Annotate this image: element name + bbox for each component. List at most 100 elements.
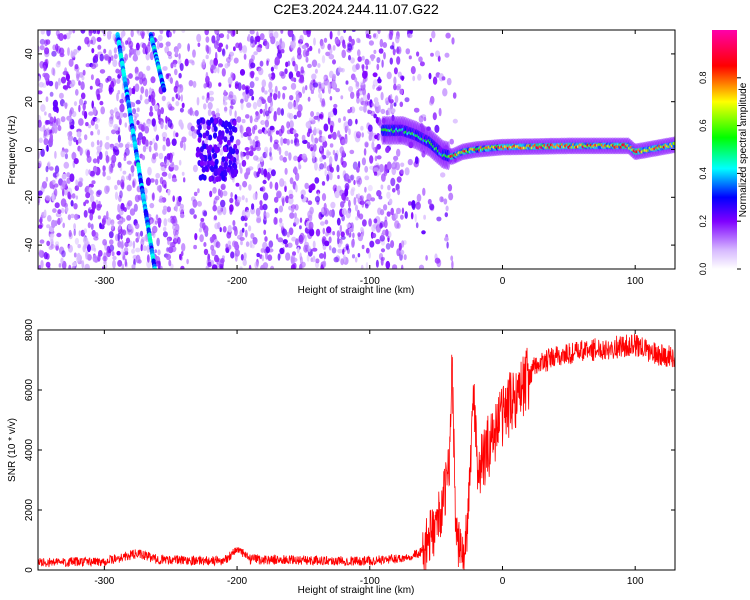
heatmap-cell — [254, 261, 259, 269]
heatmap-cell — [262, 262, 269, 269]
heatmap-cell — [322, 140, 328, 148]
heatmap-cell — [206, 92, 210, 99]
heatmap-cell — [378, 104, 381, 113]
heatmap-cell — [259, 200, 263, 206]
heatmap-cell — [399, 88, 404, 95]
heatmap-cell — [357, 49, 361, 57]
heatmap-cell — [399, 75, 405, 80]
heatmap-cell — [55, 117, 61, 127]
heatmap-cell — [253, 51, 258, 56]
heatmap-cell — [89, 213, 94, 221]
heatmap-cell — [356, 96, 360, 104]
heatmap-cell — [130, 45, 133, 50]
heatmap-cell — [179, 140, 184, 149]
heatmap-cell — [140, 30, 146, 37]
heatmap-cell — [151, 118, 156, 127]
heatmap-cell — [136, 30, 140, 34]
heatmap-cell — [219, 148, 224, 156]
heatmap-cell — [38, 119, 42, 128]
heatmap-cell — [214, 158, 219, 165]
heatmap-cell — [197, 42, 201, 47]
heatmap-cell — [57, 217, 61, 226]
heatmap-cell — [259, 60, 264, 67]
heatmap-cell — [44, 63, 48, 71]
heatmap-cell — [77, 45, 82, 51]
heatmap-cell — [203, 83, 207, 89]
heatmap-cell — [245, 209, 251, 219]
heatmap-cell — [293, 212, 297, 219]
heatmap-cell — [441, 76, 446, 81]
heatmap-cell — [111, 154, 117, 164]
heatmap-cell — [53, 183, 59, 188]
heatmap-cell — [161, 171, 168, 177]
heatmap-cell — [77, 244, 81, 249]
heatmap-cell — [162, 226, 167, 232]
heatmap-cell — [380, 108, 386, 115]
heatmap-cell — [179, 213, 185, 219]
heatmap-cell — [298, 161, 301, 170]
heatmap-cell — [376, 143, 382, 150]
heatmap-cell — [427, 198, 432, 205]
heatmap-cell — [331, 247, 337, 254]
heatmap-cell — [90, 223, 94, 230]
heatmap-cell — [383, 167, 389, 175]
heatmap-cell — [57, 77, 61, 86]
heatmap-cell — [298, 42, 302, 48]
heatmap-cell — [130, 30, 134, 38]
heatmap-cell — [97, 254, 101, 262]
heatmap-cell — [368, 218, 372, 227]
heatmap-cell — [131, 102, 136, 108]
heatmap-cell — [146, 254, 150, 263]
heatmap-cell — [62, 222, 65, 229]
heatmap-cell — [132, 54, 138, 62]
heatmap-cell — [380, 209, 385, 216]
heatmap-cell — [268, 73, 272, 78]
heatmap-cell — [355, 63, 360, 70]
heatmap-cell — [282, 92, 286, 100]
heatmap-cell — [304, 235, 307, 243]
heatmap-cell — [104, 142, 111, 150]
heatmap-cell — [450, 255, 454, 261]
heatmap-cell — [345, 80, 349, 85]
heatmap-cell — [259, 108, 263, 114]
y-tick-label: 4000 — [24, 438, 35, 461]
heatmap-cell — [318, 114, 324, 119]
heatmap-cell — [224, 156, 229, 163]
heatmap-cell — [150, 76, 156, 84]
heatmap-cell — [146, 30, 150, 35]
heatmap-cell — [217, 46, 222, 53]
heatmap-cell — [128, 173, 132, 181]
heatmap-cell — [76, 131, 82, 138]
heatmap-cell — [269, 151, 272, 158]
y-tick-label: -40 — [24, 237, 35, 252]
heatmap-cell — [289, 212, 295, 219]
heatmap-cell — [47, 215, 52, 222]
heatmap-cell — [287, 112, 291, 118]
heatmap-cell — [70, 79, 76, 87]
heatmap-cell — [228, 244, 232, 250]
heatmap-cell — [181, 171, 185, 176]
heatmap-cell — [279, 178, 285, 187]
heatmap-cell — [124, 147, 130, 156]
heatmap-cell — [327, 134, 332, 139]
heatmap-cell — [332, 231, 335, 236]
heatmap-cell — [312, 255, 316, 263]
heatmap-cell — [367, 92, 371, 101]
heatmap-cell — [208, 96, 215, 102]
heatmap-cell — [165, 159, 170, 166]
heatmap-cell — [154, 249, 157, 254]
colorbar-ticks: 0.0 0.2 0.4 0.6 0.8 — [698, 72, 741, 275]
heatmap-cell — [261, 86, 265, 93]
heatmap-cell — [310, 111, 315, 117]
heatmap-cell — [385, 146, 390, 153]
heatmap-cell — [337, 236, 340, 245]
heatmap-cell — [54, 188, 58, 197]
heatmap-cell — [67, 47, 70, 56]
heatmap-cell — [91, 48, 95, 54]
heatmap-cell — [166, 153, 171, 161]
heatmap-cell — [229, 197, 234, 204]
heatmap-cell — [386, 191, 391, 199]
heatmap-cell — [355, 204, 358, 212]
heatmap-cell — [415, 201, 421, 210]
heatmap-cell — [351, 38, 355, 46]
